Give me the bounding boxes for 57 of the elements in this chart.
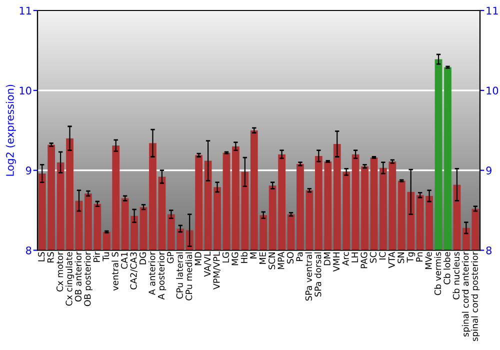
x-tick-label: CA2/CA3 (130, 252, 138, 290)
y2-tick-label: 10 (486, 86, 498, 95)
x-tick-label: Tu (102, 252, 110, 262)
x-tick-label: SC (370, 252, 377, 263)
y-axis-title: Log2 (expression) (6, 84, 16, 176)
y2-tick-label: 8 (486, 246, 492, 254)
x-tick-label: PAG (360, 252, 368, 268)
y-tick-label: 9 (26, 166, 32, 174)
x-tick-label: LS (38, 252, 45, 262)
x-tick-label: IC (379, 252, 386, 260)
x-tick-label: VA/VL (204, 252, 212, 277)
x-tick-label: SO (286, 252, 294, 264)
x-tick-label: spinal cord anterior (462, 252, 470, 336)
x-tick-label: Tg (406, 252, 416, 263)
x-tick-label: A posterior (158, 252, 166, 300)
y-tick-label: 10 (20, 86, 32, 95)
x-tick-label: OB posterior (84, 252, 92, 306)
y2-tick-label: 11 (486, 6, 498, 14)
x-tick-label: Cx cingulate (66, 252, 74, 306)
x-tick-label: VMH (333, 252, 340, 272)
x-tick-label: VTA (388, 252, 395, 268)
x-tick-label: SN (398, 252, 404, 264)
x-tick-label: Pa (296, 252, 303, 262)
x-tick-label: CA1 (121, 252, 128, 269)
x-tick-label: Hb (240, 252, 248, 263)
x-tick-label: CPu medial (185, 252, 192, 300)
x-tick-label: SCN (268, 252, 276, 270)
x-tick-label: SPa ventral (305, 252, 312, 301)
x-tick-label: MD (194, 252, 202, 266)
y-tick-label: 11 (20, 6, 31, 14)
x-tick-label: spinal cord posterior (471, 252, 480, 342)
x-tick-label: Arc (342, 252, 349, 266)
x-tick-label: SPa dorsal (314, 252, 322, 296)
x-tick-label: M (250, 252, 257, 258)
x-tick-label: Cb vermis (434, 252, 442, 296)
x-tick-label: LH (352, 252, 358, 262)
x-tick-label: LG (222, 252, 230, 262)
x-tick-label: ME (259, 252, 266, 264)
x-tick-label: GP (167, 252, 174, 264)
x-tick-label: MG (232, 252, 238, 266)
x-tick-label: VPM/VPL (213, 252, 220, 290)
x-tick-label: CPu lateral (176, 252, 183, 299)
x-tick-label: Pir (93, 252, 100, 262)
x-tick-label: Pn (416, 252, 422, 262)
x-tick-label: OB anterior (74, 252, 82, 302)
x-tick-label: A anterior (148, 252, 156, 296)
x-tick-label: Cb lobe (444, 252, 450, 284)
x-tick-label: MVe (425, 252, 432, 270)
x-tick-label: DM (324, 252, 330, 266)
y2-tick-label: 9 (486, 166, 492, 174)
x-tick-label: Cb nucleus (452, 252, 460, 300)
x-tick-label: RS (47, 252, 54, 262)
x-tick-label: ventral S (112, 252, 118, 291)
x-tick-label: MPA (278, 252, 284, 270)
x-tick-label: Cx motor (56, 252, 64, 292)
x-tick-label: DG (139, 252, 146, 264)
y-tick-label: 8 (26, 246, 32, 254)
